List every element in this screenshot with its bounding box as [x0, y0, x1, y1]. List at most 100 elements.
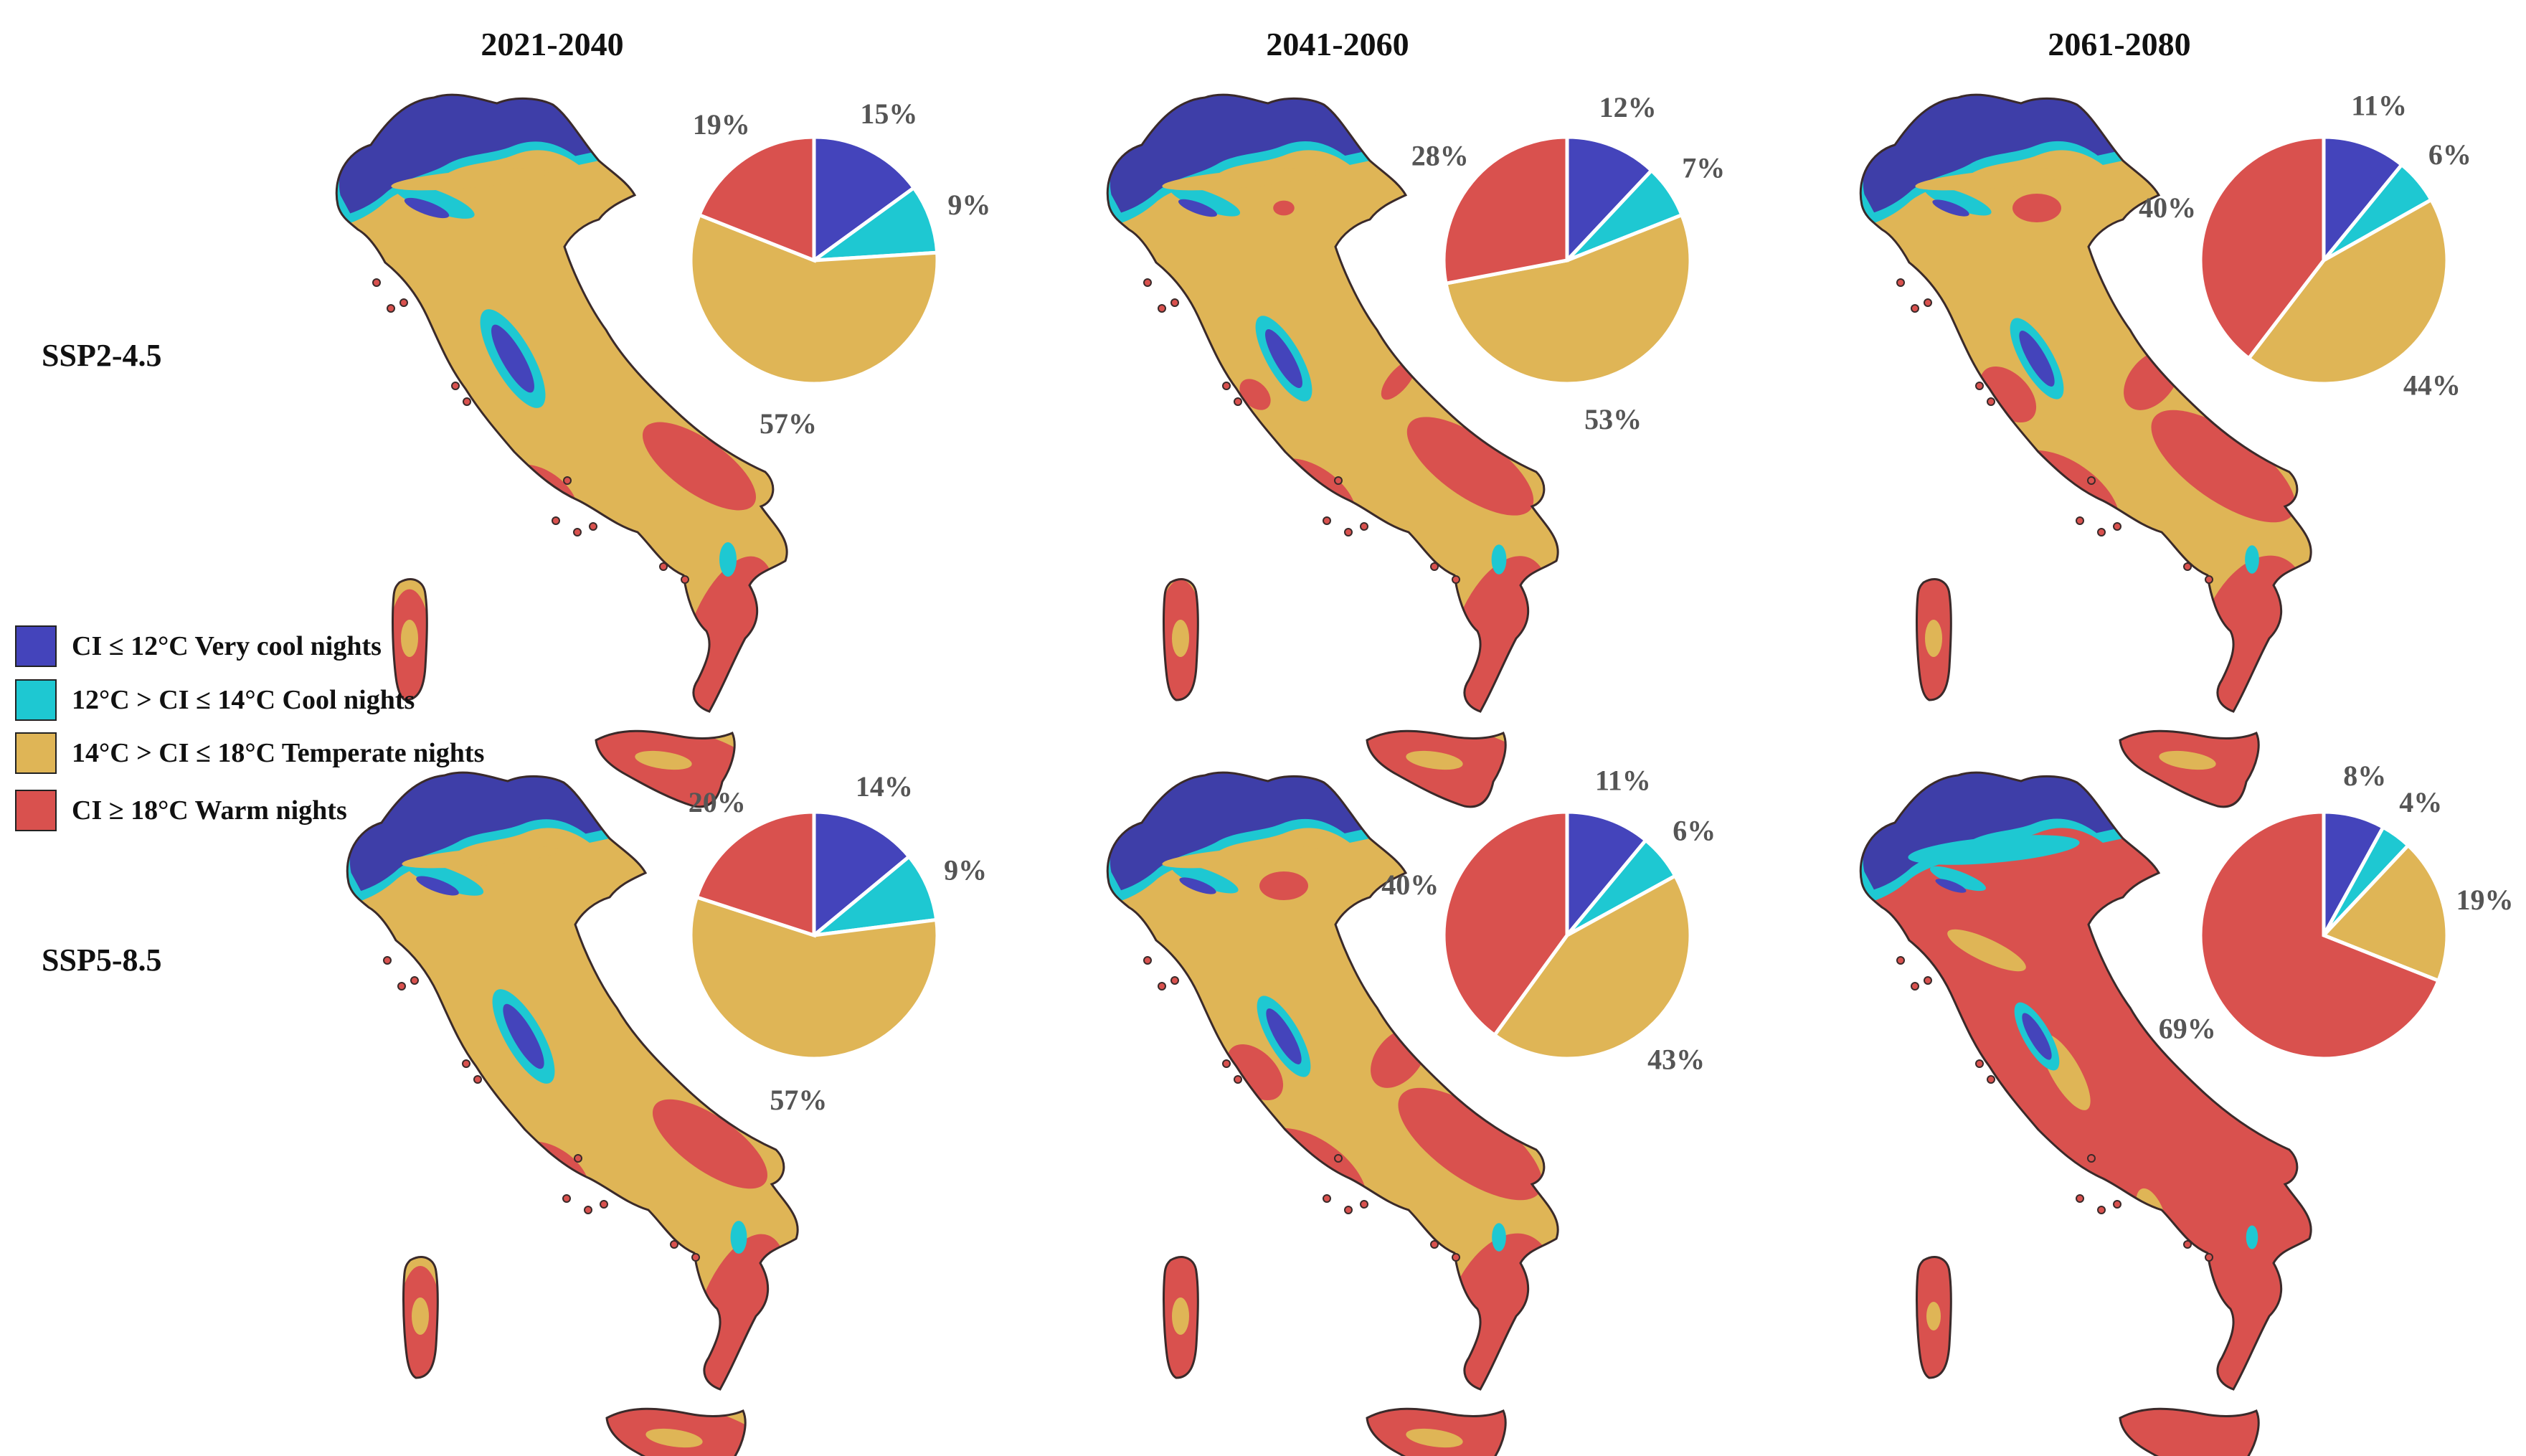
small-island: [691, 1253, 700, 1262]
small-island: [2183, 562, 2192, 571]
sicily-outline: [605, 1407, 747, 1456]
small-island: [589, 522, 597, 531]
pie-chart: 12% 7% 53% 28%: [1411, 91, 1725, 435]
pie-value-label: 4%: [2399, 786, 2442, 818]
legend-swatch: [15, 790, 57, 831]
scenario-label: SSP2-4.5: [42, 338, 161, 373]
sardinia-outline: [1916, 578, 1952, 701]
pie-value-label: 40%: [1381, 869, 1439, 901]
mainland-outline: [1859, 93, 2312, 713]
small-island: [1430, 562, 1439, 571]
pie-slice-temperate: [1492, 873, 1693, 1061]
small-island: [573, 528, 582, 536]
small-island: [451, 382, 460, 390]
small-island: [563, 476, 572, 485]
pie-chart: 14% 9% 57% 20%: [689, 770, 987, 1116]
legend-item: 12°C > CI ≤ 14°C Cool nights: [15, 679, 415, 721]
small-island: [2113, 1200, 2121, 1209]
sardinia-outline: [402, 1256, 439, 1379]
pie-value-label: 43%: [1647, 1044, 1705, 1076]
small-island: [2205, 575, 2213, 584]
mainland-outline: [1859, 771, 2312, 1391]
small-island: [1334, 476, 1343, 485]
small-island: [2205, 1253, 2213, 1262]
pie-slice-temperate: [689, 894, 940, 1061]
small-island: [2097, 528, 2106, 536]
period-title: 2041-2060: [1266, 26, 1409, 62]
pie-value-label: 57%: [760, 407, 817, 440]
pie-chart: 11% 6% 44% 40%: [2139, 89, 2471, 401]
small-island: [463, 397, 471, 406]
pie-value-label: 6%: [1673, 814, 1716, 846]
pie-value-label: 57%: [770, 1084, 827, 1116]
legend-item: 14°C > CI ≤ 18°C Temperate nights: [15, 732, 484, 774]
pies-layer: 15% 9% 57% 19% 12% 7% 53% 28% 11% 6% 44% 40% 14% 9% 57…: [689, 89, 2514, 1116]
pie-value-label: 19%: [2456, 884, 2513, 916]
pie-value-label: 7%: [1682, 152, 1725, 184]
small-island: [2076, 516, 2084, 525]
pie-slice-temperate: [1444, 212, 1693, 386]
small-island: [1975, 382, 1984, 390]
small-island: [1452, 1253, 1460, 1262]
legend-label: 12°C > CI ≤ 14°C Cool nights: [72, 685, 415, 715]
text-layer: 2021-2040 2041-2060 2061-2080 SSP2-4.5 S…: [42, 26, 2191, 978]
pie-slice-temperate: [689, 212, 940, 386]
pie-chart: 15% 9% 57% 19%: [689, 98, 990, 440]
small-island: [473, 1075, 482, 1084]
small-island: [1975, 1059, 1984, 1068]
pie-slice-warm: [1442, 810, 1569, 1038]
sicily-outline: [2119, 729, 2260, 808]
sicily-outline: [1366, 1407, 1507, 1456]
sicily-outline: [595, 729, 736, 808]
pie-value-label: 15%: [860, 98, 917, 130]
pie-chart: 11% 6% 43% 40%: [1381, 765, 1716, 1076]
small-island: [1987, 1075, 1995, 1084]
pie-value-label: 69%: [2159, 1012, 2216, 1044]
pie-slice-warm: [2198, 135, 2326, 361]
small-island: [2076, 1194, 2084, 1203]
small-island: [399, 298, 408, 307]
small-island: [1158, 304, 1166, 313]
sicily-outline: [1366, 729, 1507, 808]
small-island: [410, 976, 419, 985]
legend-label: 14°C > CI ≤ 18°C Temperate nights: [72, 738, 484, 768]
legend-swatch: [15, 625, 57, 667]
small-island: [659, 562, 668, 571]
small-island: [1170, 298, 1179, 307]
pie-value-label: 28%: [1411, 139, 1469, 171]
small-island: [1170, 976, 1179, 985]
small-island: [1360, 1200, 1368, 1209]
pie-slice-warm: [1442, 135, 1569, 286]
pie-value-label: 11%: [2351, 89, 2407, 121]
small-island: [1430, 1240, 1439, 1249]
pie-slice-warm: [694, 810, 816, 938]
small-island: [1143, 278, 1152, 287]
small-island: [1360, 522, 1368, 531]
sardinia-outline: [1163, 578, 1199, 701]
scenario-label: SSP5-8.5: [42, 942, 161, 978]
small-island: [681, 575, 689, 584]
pie-slice-very-cool: [1565, 810, 1649, 940]
small-island: [1911, 304, 1919, 313]
small-island: [1234, 1075, 1242, 1084]
pie-value-label: 9%: [944, 854, 987, 887]
small-island: [1452, 575, 1460, 584]
pie-value-label: 12%: [1599, 91, 1657, 123]
sardinia-outline: [1163, 1256, 1199, 1379]
small-island: [397, 982, 406, 991]
small-island: [552, 516, 560, 525]
small-island: [462, 1059, 470, 1068]
pie-slice-very-cool: [812, 810, 912, 940]
small-island: [2113, 522, 2121, 531]
pie-slice-warm: [696, 135, 816, 263]
legend-item: CI ≥ 18°C Warm nights: [15, 790, 347, 831]
pie-value-label: 9%: [947, 189, 990, 221]
small-island: [2087, 1154, 2096, 1163]
pie-value-label: 8%: [2343, 760, 2386, 792]
small-island: [1344, 1206, 1353, 1214]
small-island: [1143, 956, 1152, 965]
pie-value-label: 6%: [2428, 138, 2471, 171]
small-island: [1344, 528, 1353, 536]
small-island: [1222, 382, 1231, 390]
